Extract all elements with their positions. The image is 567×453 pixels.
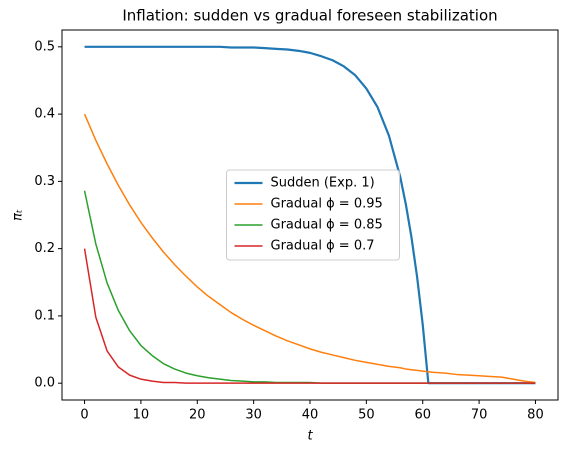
x-tick-label: 50 [358, 408, 375, 423]
x-tick-label: 30 [245, 408, 262, 423]
x-tick-label: 20 [189, 408, 206, 423]
x-tick-label: 70 [471, 408, 488, 423]
x-tick-label: 60 [414, 408, 431, 423]
y-tick-label: 0.2 [34, 241, 55, 256]
y-tick-label: 0.1 [34, 308, 55, 323]
x-tick-label: 10 [133, 408, 150, 423]
legend: Sudden (Exp. 1) Gradual ϕ = 0.95 Gradual ϕ… [226, 169, 400, 261]
y-tick-label: 0.5 [34, 39, 55, 54]
legend-label: Gradual ϕ = 0.7 [271, 239, 375, 254]
legend-label: Gradual ϕ = 0.95 [271, 197, 383, 212]
plot-frame [61, 29, 559, 401]
legend-label: Gradual ϕ = 0.85 [271, 218, 383, 233]
series-line [83, 248, 536, 384]
y-tick-label: 0.3 [34, 174, 55, 189]
x-tick-label: 80 [527, 408, 544, 423]
y-tick-label: 0.4 [34, 107, 55, 122]
y-tick-label: 0.0 [34, 376, 55, 391]
x-axis-label: t [307, 429, 313, 444]
y-axis-label: πₜ [11, 209, 26, 221]
legend-box [226, 169, 400, 261]
series-line [83, 113, 536, 384]
chart-title: Inflation: sudden vs gradual foreseen st… [122, 7, 497, 25]
legend-label: Sudden (Exp. 1) [271, 176, 375, 191]
x-tick-label: 0 [80, 408, 88, 423]
x-tick-label: 40 [302, 408, 319, 423]
